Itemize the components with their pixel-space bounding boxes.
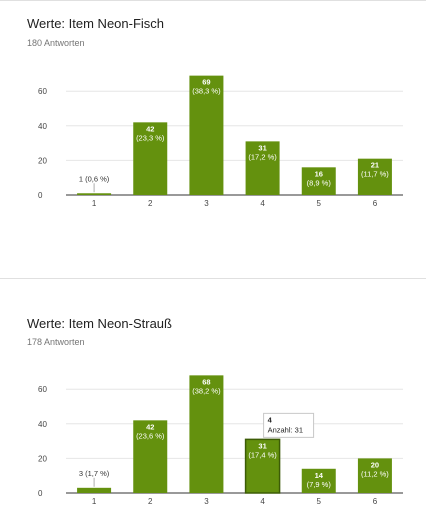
y-tick-label: 0 — [38, 191, 43, 200]
x-tick-label: 2 — [148, 497, 153, 506]
bar[interactable] — [357, 158, 392, 195]
data-label-count: 68 — [202, 377, 210, 386]
y-tick-label: 60 — [38, 385, 47, 394]
bar[interactable] — [133, 122, 168, 195]
data-label-count: 42 — [146, 124, 154, 133]
data-label-count: 42 — [146, 422, 154, 431]
bar[interactable] — [301, 167, 336, 195]
y-tick-label: 20 — [38, 454, 47, 463]
bar-chart-neon-fisch: 0 20 40 60 1 1 (0,6 %) 2 42(23,3 %) 3 69(38,3 %) 4… — [38, 75, 403, 208]
data-label-percent: (38,3 %) — [192, 87, 221, 96]
bar[interactable] — [189, 375, 224, 493]
top-divider — [0, 0, 426, 1]
data-label-percent: (38,2 %) — [192, 386, 221, 395]
x-tick-label: 5 — [317, 199, 322, 208]
x-tick-label: 6 — [373, 497, 378, 506]
data-label-percent: (8,9 %) — [307, 178, 332, 187]
data-label-percent: (23,6 %) — [136, 431, 165, 440]
x-tick-label: 2 — [148, 199, 153, 208]
tooltip — [263, 412, 315, 438]
x-tick-label: 6 — [373, 199, 378, 208]
bar[interactable] — [301, 468, 336, 493]
data-label-percent: (7,9 %) — [307, 480, 332, 489]
x-tick-label: 3 — [204, 199, 209, 208]
data-label-count: 16 — [315, 169, 323, 178]
y-tick-label: 40 — [38, 420, 47, 429]
question-card-neon-strauss: Werte: Item Neon-Strauß 178 Antworten 0 2… — [0, 294, 426, 518]
tooltip-body: Anzahl: 31 — [268, 425, 303, 434]
data-label-percent: (17,4 %) — [248, 450, 277, 459]
tooltip-title: 4 — [268, 415, 273, 424]
y-tick-label: 20 — [38, 156, 47, 165]
data-label-percent: (11,7 %) — [361, 170, 389, 179]
data-label-percent: (11,2 %) — [361, 469, 389, 478]
data-label: 3 (1,7 %) — [79, 469, 110, 478]
bar[interactable] — [244, 438, 281, 494]
data-label-count: 14 — [315, 471, 324, 480]
bar[interactable] — [77, 193, 112, 195]
bar[interactable] — [245, 141, 280, 195]
response-count: 178 Antworten — [27, 337, 85, 347]
data-label-percent: (17,2 %) — [248, 152, 277, 161]
y-tick-label: 40 — [38, 122, 47, 131]
bar[interactable] — [357, 458, 392, 493]
x-tick-label: 5 — [317, 497, 322, 506]
x-tick-label: 1 — [92, 199, 97, 208]
x-tick-label: 3 — [204, 497, 209, 506]
y-tick-label: 60 — [38, 87, 47, 96]
data-label-count: 31 — [258, 143, 266, 152]
data-label-percent: (23,3 %) — [136, 133, 165, 142]
data-label-count: 20 — [371, 460, 379, 469]
data-label-count: 21 — [371, 161, 379, 170]
bar[interactable] — [77, 487, 112, 493]
section-divider — [0, 278, 426, 279]
bar[interactable] — [133, 420, 168, 493]
data-label-count: 69 — [202, 78, 210, 87]
question-card-neon-fisch: Werte: Item Neon-Fisch 180 Antworten 0 20… — [27, 16, 403, 208]
x-tick-label: 4 — [260, 199, 265, 208]
question-title: Werte: Item Neon-Fisch — [27, 16, 165, 31]
bar-chart-neon-strauss: 0 20 40 60 1 3 (1,7 %) 2 42(23,6 %) 3 68(38,2 %) 4… — [38, 375, 403, 506]
bar[interactable] — [189, 75, 224, 195]
question-title: Werte: Item Neon-Strauß — [27, 316, 172, 331]
response-count: 180 Antworten — [27, 38, 85, 48]
x-tick-label: 4 — [260, 497, 265, 506]
x-tick-label: 1 — [92, 497, 97, 506]
data-label-count: 31 — [258, 441, 266, 450]
y-tick-label: 0 — [38, 489, 43, 498]
data-label: 1 (0,6 %) — [79, 174, 110, 183]
